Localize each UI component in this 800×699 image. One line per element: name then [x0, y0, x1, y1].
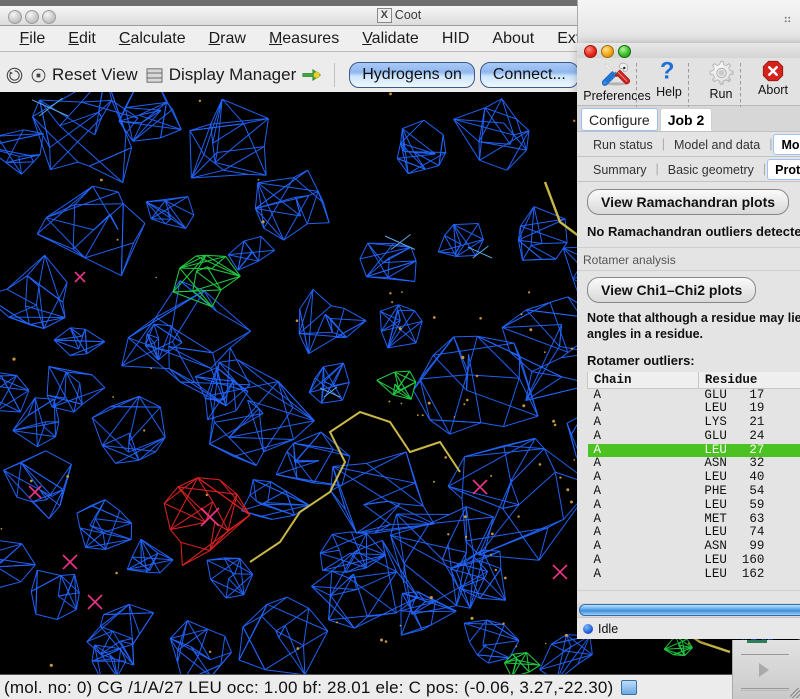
svg-text:?: ?: [660, 59, 675, 84]
